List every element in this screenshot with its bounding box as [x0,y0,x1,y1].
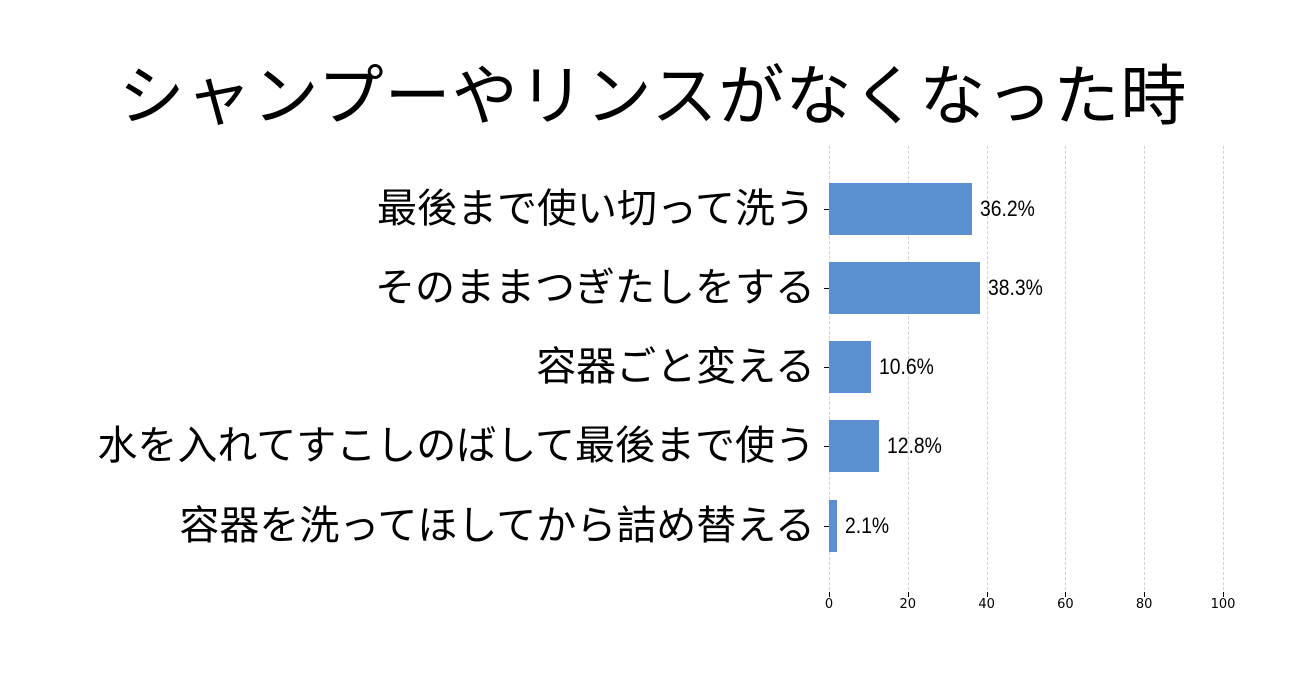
gridline [1144,146,1146,590]
gridline [1065,146,1067,590]
y-tick [824,446,829,447]
plot-area: 36.2% 38.3% 10.6% 12.8% 2.1% [829,146,1224,590]
x-tick [1065,592,1067,597]
y-tick [824,526,829,527]
x-tick [1144,592,1146,597]
category-label: 水を入れてすこしのばして最後まで使う [97,423,815,469]
x-tick [829,592,830,597]
value-label: 2.1% [845,513,890,538]
category-label: 容器を洗ってほしてから詰め替える [179,503,815,549]
x-tick-label: 60 [1057,597,1074,612]
value-label: 12.8% [887,433,943,458]
gridline [986,146,988,590]
value-label: 36.2% [979,196,1035,221]
bar [829,420,880,472]
bar [829,500,838,552]
value-label: 38.3% [987,275,1043,300]
gridline [907,146,909,590]
bar [829,341,871,393]
bar [829,183,972,235]
x-tick [907,592,909,597]
gridline [1223,146,1224,590]
x-tick-label: 40 [978,597,995,612]
x-tick-label: 80 [1135,597,1153,612]
x-tick [1223,592,1224,597]
y-tick [824,209,829,210]
x-tick-label: 0 [824,597,834,612]
chart-title: シャンプーやリンスがなくなった時 [118,58,1188,135]
category-label: 容器ごと変える [536,344,815,390]
category-label: 最後まで使い切って洗う [377,186,815,232]
category-label: そのままつぎたしをする [375,265,815,311]
x-tick-label: 20 [899,597,917,612]
y-tick [824,288,829,289]
y-tick [824,367,829,368]
value-label: 10.6% [878,354,934,379]
bar [829,262,980,314]
x-tick-label: 100 [1210,597,1236,612]
x-tick [986,592,988,597]
